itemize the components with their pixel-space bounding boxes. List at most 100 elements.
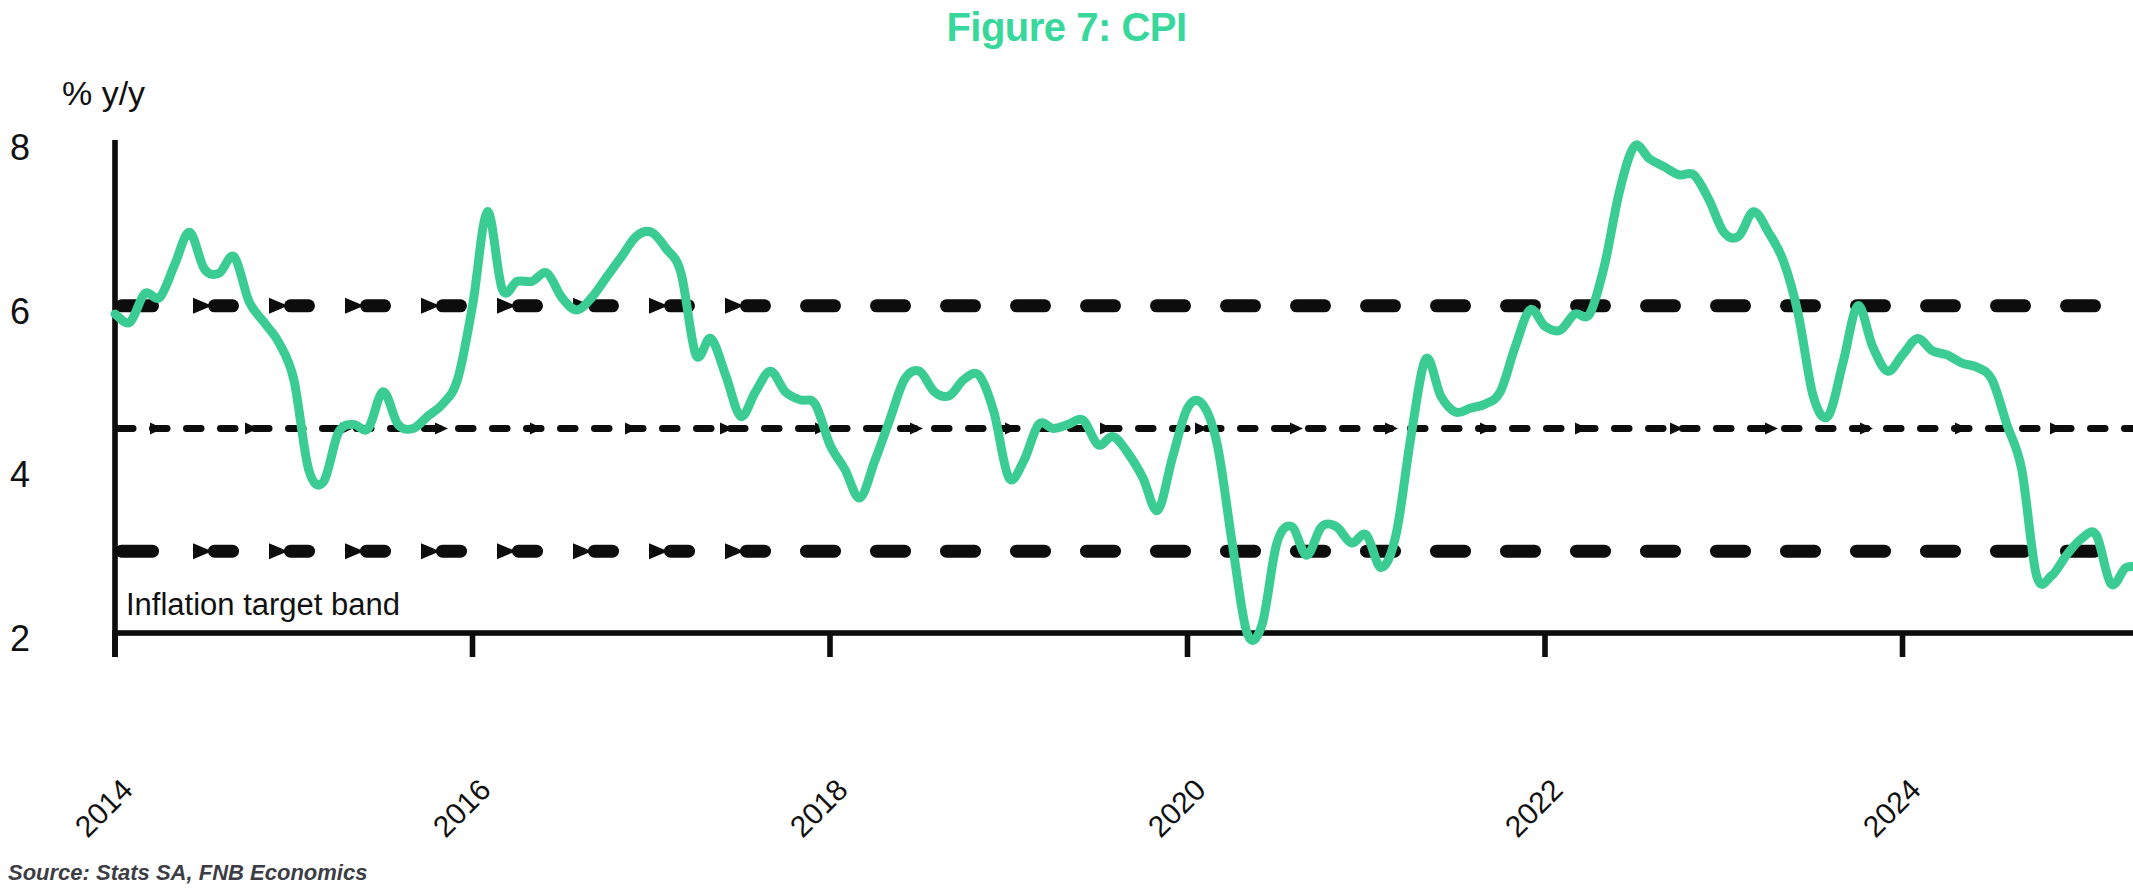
inflation-target-midpoint-arrow-icon bbox=[245, 423, 258, 435]
inflation-target-midpoint-dash bbox=[931, 425, 953, 432]
source-note: Source: Stats SA, FNB Economics bbox=[8, 860, 367, 886]
y-axis bbox=[112, 140, 118, 657]
inflation-target-lower-dash bbox=[1850, 545, 1891, 558]
inflation-target-lower-dash bbox=[1010, 545, 1051, 558]
inflation-target-lower-dash bbox=[588, 545, 619, 558]
inflation-target-midpoint-dash bbox=[1883, 425, 1905, 432]
inflation-target-midpoint-dash bbox=[455, 425, 477, 432]
inflation-target-lower-dash bbox=[1220, 545, 1261, 558]
inflation-target-upper-dash bbox=[1360, 299, 1401, 312]
inflation-target-midpoint-dash bbox=[761, 425, 783, 432]
inflation-target-upper-dash bbox=[2060, 299, 2101, 312]
inflation-target-midpoint-arrow-icon bbox=[1480, 423, 1493, 435]
inflation-target-midpoint-arrow-icon bbox=[435, 423, 448, 435]
inflation-target-midpoint-arrow-icon bbox=[1290, 423, 1303, 435]
inflation-target-midpoint-dash bbox=[829, 425, 851, 432]
inflation-target-upper-dash bbox=[208, 299, 239, 312]
inflation-target-midpoint-arrow-icon bbox=[1765, 423, 1778, 435]
inflation-target-midpoint-dash bbox=[489, 425, 511, 432]
inflation-target-midpoint-dash bbox=[1781, 425, 1803, 432]
inflation-target-lower-dash bbox=[1150, 545, 1191, 558]
inflation-target-midpoint-dash bbox=[1543, 425, 1565, 432]
inflation-target-midpoint-arrow-icon bbox=[1955, 423, 1968, 435]
inflation-target-lower-dash bbox=[940, 545, 981, 558]
inflation-target-lower-dash bbox=[115, 545, 159, 558]
cpi-line-chart bbox=[0, 0, 2133, 893]
inflation-target-midpoint-dash bbox=[1611, 425, 1633, 432]
inflation-target-lower-dash bbox=[208, 545, 239, 558]
inflation-target-midpoint-arrow-icon bbox=[1005, 423, 1018, 435]
inflation-target-lower-dash bbox=[800, 545, 841, 558]
inflation-target-midpoint-arrow-icon bbox=[2050, 423, 2063, 435]
inflation-target-midpoint-dash bbox=[659, 425, 681, 432]
inflation-target-midpoint-dash bbox=[2019, 425, 2041, 432]
inflation-target-midpoint-dash bbox=[1135, 425, 1157, 432]
inflation-target-midpoint-dash bbox=[1815, 425, 1837, 432]
cpi-chart-figure: Figure 7: CPI % y/y Inflation target ban… bbox=[0, 0, 2133, 893]
inflation-target-lower-dash bbox=[284, 545, 315, 558]
x-tick-mark bbox=[470, 633, 476, 657]
inflation-target-upper-dash bbox=[940, 299, 981, 312]
inflation-target-midpoint-dash bbox=[557, 425, 579, 432]
y-tick-label: 2 bbox=[10, 621, 30, 657]
x-tick-mark bbox=[1185, 633, 1191, 657]
inflation-target-upper-dash bbox=[1710, 299, 1751, 312]
inflation-target-midpoint-dash bbox=[1645, 425, 1667, 432]
inflation-target-midpoint-dash bbox=[965, 425, 987, 432]
inflation-target-midpoint-dash bbox=[1305, 425, 1327, 432]
inflation-target-lower-dash bbox=[436, 545, 467, 558]
inflation-target-lower-dash bbox=[740, 545, 771, 558]
inflation-target-midpoint-arrow-icon bbox=[720, 423, 733, 435]
inflation-target-midpoint-dash bbox=[217, 425, 239, 432]
inflation-target-upper-dash bbox=[740, 299, 771, 312]
inflation-target-midpoint-dash bbox=[2121, 425, 2133, 432]
inflation-target-lower-dash bbox=[1570, 545, 1611, 558]
x-tick-mark bbox=[112, 633, 118, 657]
x-tick-mark bbox=[1900, 633, 1906, 657]
inflation-target-midpoint-arrow-icon bbox=[1670, 423, 1683, 435]
inflation-target-midpoint-arrow-icon bbox=[1575, 423, 1588, 435]
inflation-target-upper-dash bbox=[1430, 299, 1471, 312]
inflation-target-lower-dash bbox=[1080, 545, 1121, 558]
inflation-target-lower-dash bbox=[1780, 545, 1821, 558]
inflation-target-upper-dash bbox=[436, 299, 467, 312]
inflation-target-midpoint-dash bbox=[1441, 425, 1463, 432]
inflation-target-upper-dash bbox=[1290, 299, 1331, 312]
x-tick-mark bbox=[827, 633, 833, 657]
inflation-target-lower-dash bbox=[512, 545, 543, 558]
inflation-target-midpoint-arrow-icon bbox=[1385, 423, 1398, 435]
inflation-target-lower-dash bbox=[1710, 545, 1751, 558]
inflation-target-midpoint-dash bbox=[693, 425, 715, 432]
inflation-target-upper-dash bbox=[284, 299, 315, 312]
inflation-target-lower-dash bbox=[664, 545, 695, 558]
inflation-target-lower-dash bbox=[870, 545, 911, 558]
inflation-target-midpoint-arrow-icon bbox=[530, 423, 543, 435]
inflation-target-lower-dash bbox=[1640, 545, 1681, 558]
y-tick-label: 6 bbox=[10, 294, 30, 330]
inflation-target-midpoint-dash bbox=[1271, 425, 1293, 432]
inflation-target-midpoint-dash bbox=[1713, 425, 1735, 432]
inflation-target-midpoint-arrow-icon bbox=[910, 423, 923, 435]
inflation-target-band-label: Inflation target band bbox=[126, 589, 400, 620]
inflation-target-midpoint-arrow-icon bbox=[150, 423, 163, 435]
inflation-target-midpoint-dash bbox=[1237, 425, 1259, 432]
inflation-target-upper-dash bbox=[512, 299, 543, 312]
inflation-target-upper-dash bbox=[1920, 299, 1961, 312]
inflation-target-upper-dash bbox=[800, 299, 841, 312]
inflation-target-upper-dash bbox=[1220, 299, 1261, 312]
inflation-target-upper-dash bbox=[1080, 299, 1121, 312]
inflation-target-lower-dash bbox=[1990, 545, 2031, 558]
y-tick-label: 4 bbox=[10, 457, 30, 493]
inflation-target-upper-dash bbox=[1640, 299, 1681, 312]
inflation-target-lower-dash bbox=[1430, 545, 1471, 558]
inflation-target-midpoint-dash bbox=[183, 425, 205, 432]
inflation-target-midpoint-arrow-icon bbox=[1860, 423, 1873, 435]
inflation-target-midpoint-arrow-icon bbox=[625, 423, 638, 435]
inflation-target-midpoint-dash bbox=[1509, 425, 1531, 432]
inflation-target-lower-dash bbox=[1500, 545, 1541, 558]
inflation-target-midpoint-dash bbox=[795, 425, 817, 432]
inflation-target-lower-dash bbox=[1920, 545, 1961, 558]
inflation-target-upper-dash bbox=[1150, 299, 1191, 312]
inflation-target-midpoint-dash bbox=[1917, 425, 1939, 432]
inflation-target-midpoint-dash bbox=[115, 425, 137, 432]
